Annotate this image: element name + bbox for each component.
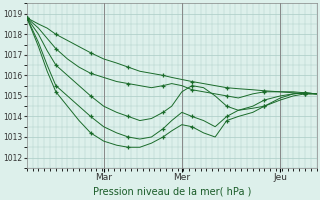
X-axis label: Pression niveau de la mer( hPa ): Pression niveau de la mer( hPa ) [92, 187, 251, 197]
